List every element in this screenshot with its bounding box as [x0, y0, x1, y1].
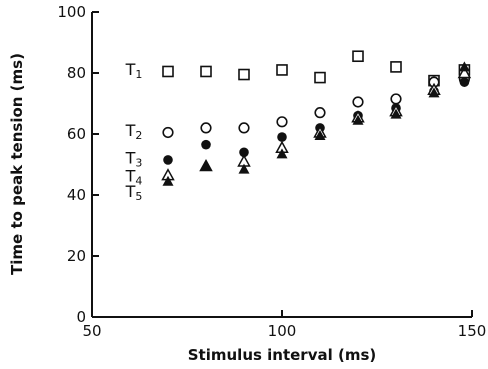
series-label-t5: T5 — [125, 182, 143, 203]
data-point-t5 — [390, 108, 402, 119]
data-point-t1 — [200, 65, 212, 78]
series-label-letter: T — [125, 148, 136, 167]
y-tick-label: 80 — [67, 64, 86, 82]
data-point-t1 — [314, 71, 326, 84]
y-tick-label: 20 — [67, 247, 86, 265]
data-point-t2 — [200, 122, 212, 134]
data-point-t5 — [200, 160, 212, 171]
series-label-subscript: 4 — [135, 175, 142, 188]
data-point-t2 — [314, 107, 326, 119]
x-tick-label: 100 — [268, 322, 297, 340]
data-point-t1 — [352, 50, 364, 63]
series-label-t3: T3 — [125, 148, 143, 169]
data-point-t3 — [239, 147, 249, 158]
series-label-letter: T — [125, 121, 136, 140]
series-label-t4: T4 — [125, 167, 143, 188]
x-axis-title: Stimulus interval (ms) — [188, 346, 377, 364]
y-axis-ticks: 0 20 40 60 80 100 — [57, 3, 99, 326]
data-point-t3 — [277, 132, 287, 142]
series-label-letter: T — [125, 60, 136, 79]
data-point-t1 — [276, 64, 288, 76]
series-label-letter: T — [125, 182, 136, 201]
data-point-t2 — [162, 126, 174, 139]
series-label-t1: T1 — [125, 60, 143, 81]
y-tick-label: 100 — [57, 3, 86, 21]
data-point-t3 — [201, 139, 211, 150]
data-point-t2 — [238, 122, 250, 134]
data-point-t1 — [162, 65, 174, 78]
data-points — [161, 50, 472, 186]
series-label-t2: T2 — [125, 121, 143, 142]
data-point-t5 — [314, 130, 326, 141]
data-point-t2 — [352, 96, 364, 108]
data-point-t5 — [352, 114, 364, 125]
data-point-t5 — [428, 87, 440, 98]
data-point-t2 — [390, 93, 402, 105]
data-point-t4 — [457, 65, 472, 79]
data-point-t1 — [238, 68, 250, 81]
data-point-t1 — [390, 61, 402, 73]
y-axis-title: Time to peak tension (ms) — [8, 53, 26, 275]
y-tick-label: 0 — [76, 308, 86, 326]
data-point-t5 — [238, 163, 250, 174]
data-point-t5 — [276, 148, 288, 159]
series-label-subscript: 3 — [135, 156, 142, 169]
data-point-t3 — [459, 77, 470, 87]
x-tick-label: 50 — [82, 322, 101, 340]
series-label-letter: T — [125, 167, 136, 186]
y-tick-label: 60 — [67, 125, 86, 143]
plot-frame — [91, 12, 472, 318]
data-point-t2 — [276, 116, 288, 128]
series-label-subscript: 5 — [135, 190, 142, 203]
data-point-t3 — [163, 155, 173, 165]
y-tick-label: 40 — [67, 186, 86, 204]
x-axis-ticks: 50 100 150 — [82, 310, 486, 340]
data-point-t5 — [162, 175, 174, 186]
series-label-subscript: 2 — [135, 129, 142, 142]
x-tick-label: 150 — [458, 322, 487, 340]
data-point-t5 — [458, 61, 470, 72]
series-label-subscript: 1 — [135, 68, 142, 81]
